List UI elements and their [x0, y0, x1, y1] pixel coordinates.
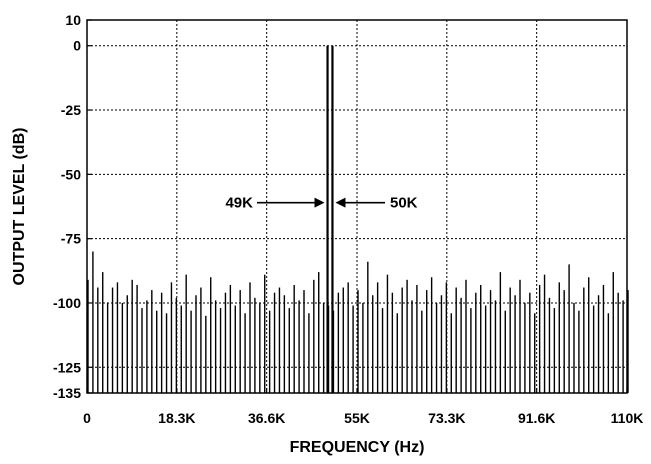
annotations: 49K 50K	[225, 195, 417, 212]
x-tick-label: 0	[83, 410, 91, 426]
spectrum-bars	[87, 45, 629, 393]
arrow-50k-head	[335, 197, 346, 208]
y-axis-label: OUTPUT LEVEL (dB)	[11, 128, 28, 286]
y-tick-label: -135	[53, 385, 81, 401]
x-axis-label: FREQUENCY (Hz)	[290, 439, 425, 456]
x-tick-label: 55K	[344, 410, 370, 426]
x-tick-label: 18.3K	[158, 410, 195, 426]
tone-label-50k: 50K	[390, 195, 418, 212]
x-tick-label: 36.6K	[248, 410, 285, 426]
arrow-49k-head	[314, 197, 325, 208]
y-tick-label: 10	[65, 12, 81, 28]
x-tick-label: 73.3K	[428, 410, 465, 426]
x-tick-label: 110K	[611, 410, 644, 426]
y-tick-label: -125	[53, 359, 81, 375]
x-tick-label: 91.6K	[518, 410, 555, 426]
tone-label-49k: 49K	[225, 195, 253, 212]
y-tick-label: -50	[61, 166, 81, 182]
y-tick-label: 0	[73, 38, 81, 54]
y-tick-label: -75	[61, 231, 81, 247]
grid	[87, 20, 627, 393]
y-tick-label: -100	[53, 295, 81, 311]
y-tick-label: -25	[61, 102, 81, 118]
